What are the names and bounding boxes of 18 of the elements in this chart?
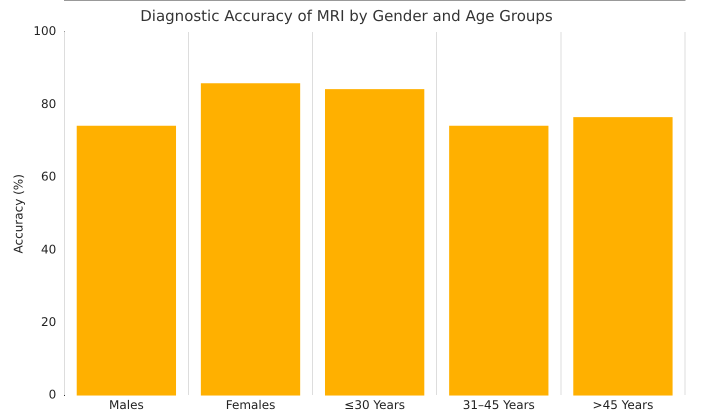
y-tick-label: 80 <box>41 96 56 111</box>
bar <box>76 126 176 396</box>
y-tick-label: 60 <box>41 170 56 184</box>
x-tick-label: >45 Years <box>592 398 654 412</box>
bar <box>573 117 673 396</box>
y-axis-title: Accuracy (%) <box>11 174 26 254</box>
x-tick-label: ≤30 Years <box>344 398 406 412</box>
x-tick-label: Males <box>109 398 144 412</box>
x-tick-label: Females <box>226 398 276 412</box>
x-tick-label: 31–45 Years <box>462 398 535 412</box>
y-tick-label: 0 <box>48 388 56 402</box>
bar <box>200 83 300 396</box>
bar <box>324 89 424 396</box>
y-tick-label: 100 <box>33 24 56 38</box>
bar <box>449 126 548 396</box>
chart-title: Diagnostic Accuracy of MRI by Gender and Age Groups <box>140 6 553 25</box>
y-tick-label: 20 <box>41 315 56 330</box>
y-tick-label: 40 <box>41 242 56 256</box>
